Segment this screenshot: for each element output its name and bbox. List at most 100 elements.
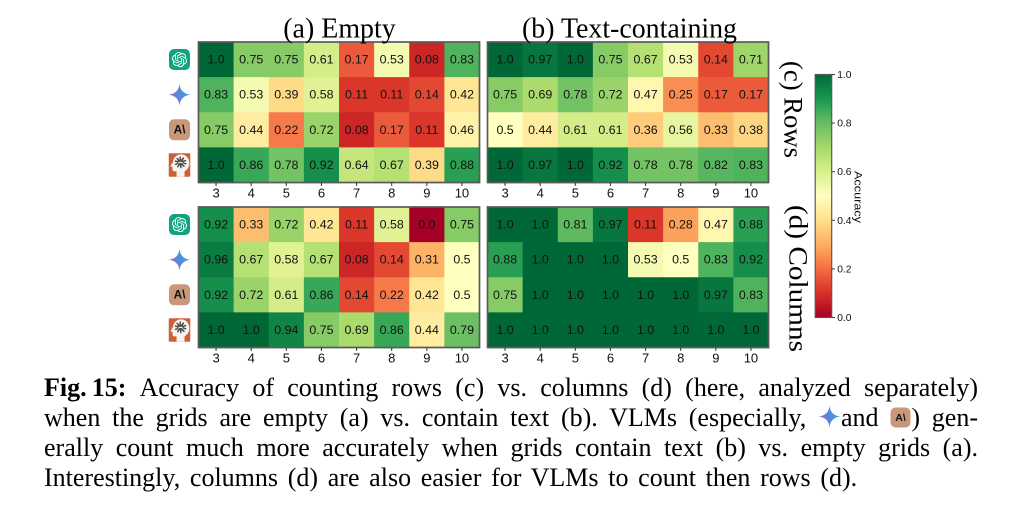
svg-text:0.14: 0.14 xyxy=(344,288,368,302)
svg-text:(d) Columns: (d) Columns xyxy=(784,205,813,352)
svg-text:3: 3 xyxy=(501,351,508,366)
svg-text:0.75: 0.75 xyxy=(204,123,228,137)
svg-text:0.97: 0.97 xyxy=(528,53,552,67)
svg-text:0.78: 0.78 xyxy=(563,88,587,102)
svg-text:0.88: 0.88 xyxy=(493,253,517,267)
svg-text:0.97: 0.97 xyxy=(528,158,552,172)
svg-text:0.92: 0.92 xyxy=(598,158,622,172)
svg-text:1.0: 1.0 xyxy=(496,53,513,67)
svg-text:0.83: 0.83 xyxy=(450,53,474,67)
svg-text:0.58: 0.58 xyxy=(309,88,333,102)
svg-text:0.61: 0.61 xyxy=(563,123,587,137)
svg-text:1.0: 1.0 xyxy=(207,53,224,67)
svg-text:0.11: 0.11 xyxy=(634,218,657,232)
svg-text:0.58: 0.58 xyxy=(274,253,298,267)
svg-text:0.11: 0.11 xyxy=(345,88,368,102)
svg-text:0.67: 0.67 xyxy=(309,253,333,267)
svg-text:0.17: 0.17 xyxy=(344,53,368,67)
svg-text:0.97: 0.97 xyxy=(704,288,728,302)
svg-text:0.08: 0.08 xyxy=(344,123,368,137)
svg-text:1.0: 1.0 xyxy=(532,323,549,337)
svg-text:5: 5 xyxy=(283,186,290,201)
svg-text:1.0: 1.0 xyxy=(672,323,689,337)
svg-text:0.61: 0.61 xyxy=(274,288,298,302)
svg-text:0.79: 0.79 xyxy=(450,323,474,337)
svg-text:1.0: 1.0 xyxy=(496,218,513,232)
svg-text:0.67: 0.67 xyxy=(633,53,657,67)
svg-text:6: 6 xyxy=(607,351,614,366)
svg-text:5: 5 xyxy=(572,186,579,201)
svg-text:4: 4 xyxy=(537,351,544,366)
svg-text:0.86: 0.86 xyxy=(380,323,404,337)
svg-text:9: 9 xyxy=(423,351,430,366)
svg-text:5: 5 xyxy=(572,351,579,366)
svg-text:0.47: 0.47 xyxy=(633,88,657,102)
svg-text:1.0: 1.0 xyxy=(672,288,689,302)
svg-text:0.44: 0.44 xyxy=(528,123,552,137)
svg-text:0.8: 0.8 xyxy=(837,119,852,130)
svg-text:0.64: 0.64 xyxy=(344,158,368,172)
svg-text:0.82: 0.82 xyxy=(704,158,728,172)
svg-text:0.97: 0.97 xyxy=(598,218,622,232)
svg-text:0.83: 0.83 xyxy=(739,288,763,302)
svg-text:6: 6 xyxy=(318,351,325,366)
svg-text:0.14: 0.14 xyxy=(415,88,439,102)
svg-text:9: 9 xyxy=(712,351,719,366)
svg-text:10: 10 xyxy=(455,186,469,201)
svg-text:0.78: 0.78 xyxy=(633,158,657,172)
svg-text:0.67: 0.67 xyxy=(239,253,263,267)
svg-text:A\: A\ xyxy=(174,288,187,302)
svg-text:0.39: 0.39 xyxy=(415,158,439,172)
svg-text:1.0: 1.0 xyxy=(496,158,513,172)
svg-text:1.0: 1.0 xyxy=(567,253,584,267)
svg-text:0.46: 0.46 xyxy=(450,123,474,137)
svg-text:0.53: 0.53 xyxy=(380,53,404,67)
svg-text:0.47: 0.47 xyxy=(704,218,728,232)
svg-text:A\: A\ xyxy=(174,123,187,137)
svg-text:7: 7 xyxy=(642,186,649,201)
svg-text:10: 10 xyxy=(744,186,758,201)
svg-text:0.11: 0.11 xyxy=(380,88,403,102)
svg-text:0.11: 0.11 xyxy=(415,123,438,137)
svg-text:0.75: 0.75 xyxy=(274,53,298,67)
svg-text:(a) Empty: (a) Empty xyxy=(283,13,396,45)
svg-text:1.0: 1.0 xyxy=(602,253,619,267)
svg-text:0.33: 0.33 xyxy=(239,218,263,232)
svg-text:0.38: 0.38 xyxy=(739,123,763,137)
svg-text:0.33: 0.33 xyxy=(704,123,728,137)
svg-text:0.92: 0.92 xyxy=(204,288,228,302)
svg-text:0.5: 0.5 xyxy=(453,253,470,267)
svg-text:0.72: 0.72 xyxy=(239,288,263,302)
svg-text:0.78: 0.78 xyxy=(669,158,693,172)
svg-text:1.0: 1.0 xyxy=(567,53,584,67)
svg-text:1.0: 1.0 xyxy=(496,323,513,337)
svg-text:3: 3 xyxy=(501,186,508,201)
svg-text:4: 4 xyxy=(248,186,255,201)
svg-text:0.14: 0.14 xyxy=(704,53,728,67)
svg-text:4: 4 xyxy=(248,351,255,366)
svg-text:0.6: 0.6 xyxy=(837,167,852,178)
svg-text:9: 9 xyxy=(423,186,430,201)
svg-text:0.94: 0.94 xyxy=(274,323,298,337)
svg-text:1.0: 1.0 xyxy=(707,323,724,337)
svg-text:0.86: 0.86 xyxy=(239,158,263,172)
svg-text:0.17: 0.17 xyxy=(704,88,728,102)
svg-text:0.75: 0.75 xyxy=(493,288,517,302)
svg-text:7: 7 xyxy=(353,186,360,201)
svg-text:0.14: 0.14 xyxy=(380,253,404,267)
svg-text:0.28: 0.28 xyxy=(669,218,693,232)
svg-text:0.0: 0.0 xyxy=(837,313,852,324)
svg-text:8: 8 xyxy=(677,351,684,366)
svg-text:5: 5 xyxy=(283,351,290,366)
svg-text:0.75: 0.75 xyxy=(239,53,263,67)
svg-text:0.2: 0.2 xyxy=(837,264,852,275)
svg-text:0.72: 0.72 xyxy=(598,88,622,102)
svg-text:1.0: 1.0 xyxy=(602,323,619,337)
svg-text:0.67: 0.67 xyxy=(380,158,404,172)
svg-text:0.61: 0.61 xyxy=(598,123,622,137)
svg-text:4: 4 xyxy=(537,186,544,201)
svg-text:1.0: 1.0 xyxy=(207,323,224,337)
svg-text:1.0: 1.0 xyxy=(567,158,584,172)
svg-text:0.53: 0.53 xyxy=(633,253,657,267)
svg-text:1.0: 1.0 xyxy=(567,323,584,337)
